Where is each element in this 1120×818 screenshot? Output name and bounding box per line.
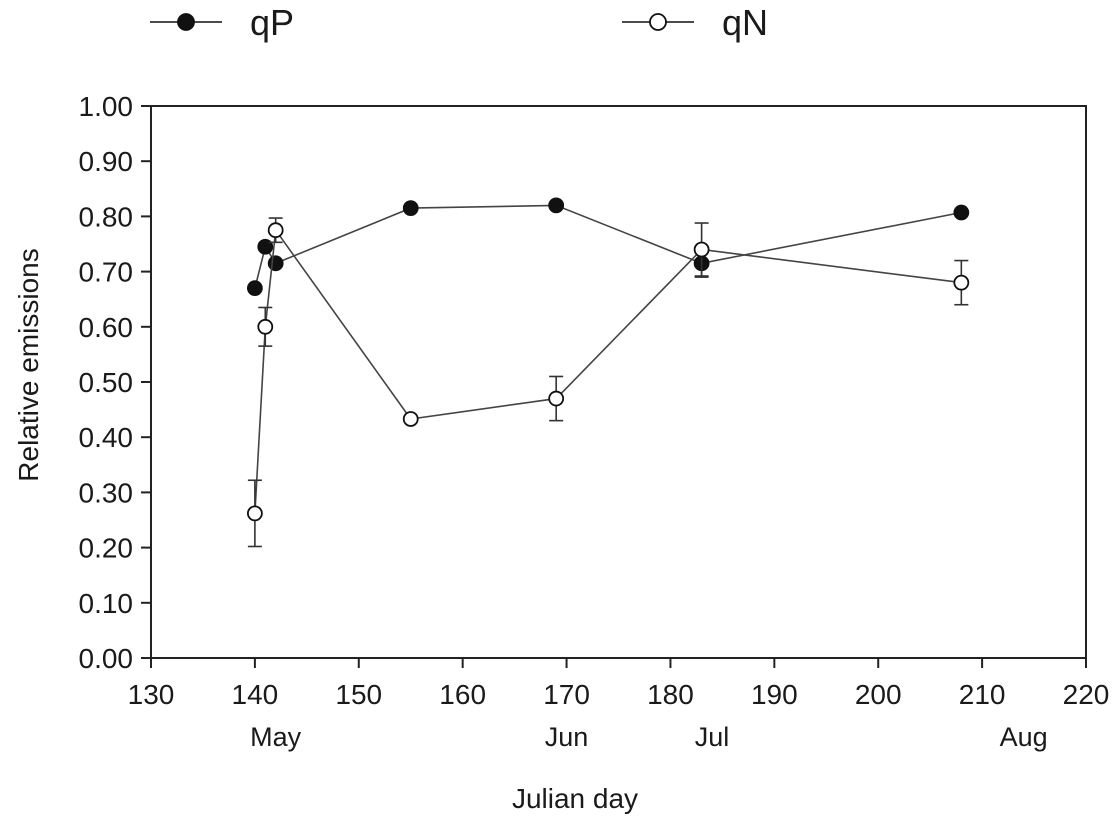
y-tick-label: 0.40 xyxy=(79,422,134,453)
y-tick-label: 0.10 xyxy=(79,588,134,619)
month-label: May xyxy=(250,722,302,752)
x-tick-label: 210 xyxy=(959,679,1006,710)
data-point-qp xyxy=(953,204,970,221)
y-tick-label: 1.00 xyxy=(79,91,134,122)
data-point-qn xyxy=(402,411,419,427)
y-tick-label: 0.80 xyxy=(79,201,134,232)
legend: qP qN xyxy=(150,2,768,43)
x-tick-label: 220 xyxy=(1063,679,1110,710)
data-point-qp xyxy=(257,238,274,255)
x-axis: 130 140 150 160 170 180 190 200 210 220 xyxy=(128,658,1110,710)
month-axis: May Jun Jul Aug xyxy=(250,722,1048,752)
x-tick-label: 160 xyxy=(439,679,486,710)
y-axis-label: Relative emissions xyxy=(13,248,44,481)
legend-label-qp: qP xyxy=(250,2,294,43)
month-label: Jun xyxy=(545,722,589,752)
y-tick-label: 0.60 xyxy=(79,312,134,343)
y-tick-label: 0.00 xyxy=(79,643,134,674)
y-tick-label: 0.30 xyxy=(79,477,134,508)
data-point-qp xyxy=(267,255,284,272)
data-point-qn xyxy=(693,241,710,258)
y-axis: 0.00 0.10 0.20 0.30 0.40 0.50 0.60 0.70 0.80 0.90… xyxy=(79,91,151,674)
data-point-qp xyxy=(402,200,419,217)
y-tick-label: 0.20 xyxy=(79,533,134,564)
x-tick-label: 200 xyxy=(855,679,902,710)
data-point-qn xyxy=(267,222,284,239)
y-tick-label: 0.90 xyxy=(79,146,134,177)
data-point-qp xyxy=(246,280,263,297)
data-point-qn xyxy=(246,505,263,522)
plot-area xyxy=(150,105,1087,659)
x-tick-label: 130 xyxy=(128,679,175,710)
series-qp xyxy=(246,197,970,297)
legend-item-qp: qP xyxy=(150,2,294,43)
x-tick-label: 190 xyxy=(751,679,798,710)
series-line-qn xyxy=(254,228,962,514)
x-tick-label: 140 xyxy=(232,679,279,710)
data-point-qn xyxy=(953,274,970,291)
month-label: Jul xyxy=(695,722,730,752)
data-point-qp xyxy=(548,197,565,214)
series-layer xyxy=(246,197,970,548)
legend-item-qn: qN xyxy=(622,2,768,43)
data-point-qn xyxy=(548,390,565,407)
y-tick-label: 0.70 xyxy=(79,257,134,288)
legend-label-qn: qN xyxy=(722,2,768,43)
x-tick-label: 150 xyxy=(335,679,382,710)
x-tick-label: 170 xyxy=(543,679,590,710)
y-tick-label: 0.50 xyxy=(79,367,134,398)
data-point-qn xyxy=(257,318,274,335)
month-label: Aug xyxy=(1000,722,1048,752)
series-line-qp xyxy=(254,204,962,289)
series-qn xyxy=(246,217,970,548)
legend-marker-qp xyxy=(177,13,195,31)
legend-marker-qn xyxy=(649,13,667,31)
x-axis-label: Julian day xyxy=(512,783,638,814)
x-tick-label: 180 xyxy=(647,679,694,710)
